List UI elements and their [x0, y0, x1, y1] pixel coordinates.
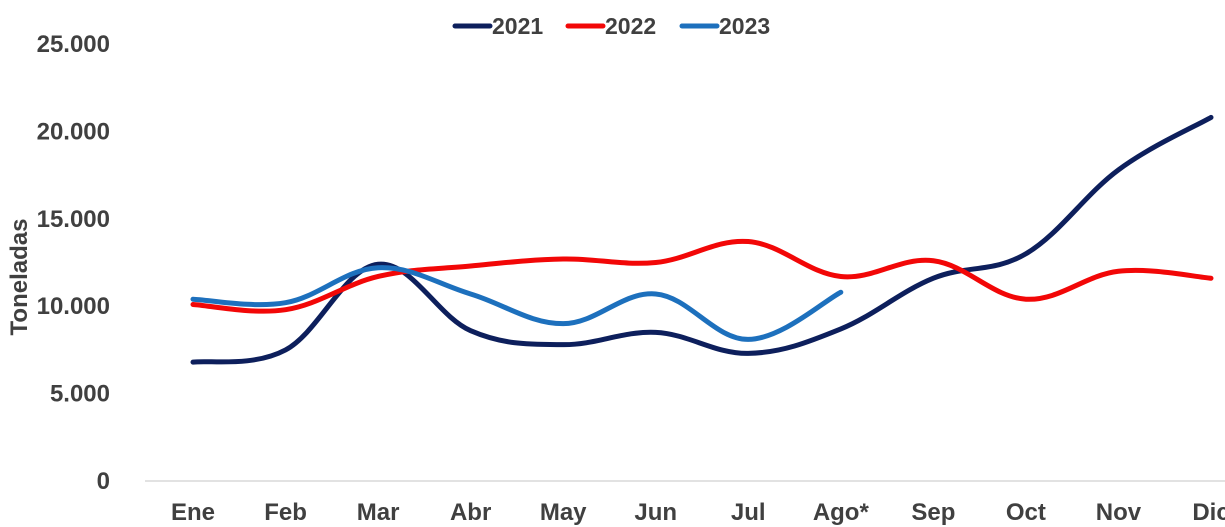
y-tick-label: 0	[97, 468, 110, 495]
x-tick-label: Oct	[1006, 499, 1046, 526]
x-tick-label: Jul	[731, 499, 766, 526]
y-tick-label: 20.000	[37, 118, 110, 145]
legend-label-2022: 2022	[605, 13, 656, 39]
y-tick-label: 10.000	[37, 293, 110, 320]
x-tick-label: Jun	[634, 499, 677, 526]
x-tick-label: Nov	[1096, 499, 1142, 526]
legend-label-2021: 2021	[492, 13, 543, 39]
y-tick-label: 15.000	[37, 206, 110, 233]
series-line-2021	[190, 114, 1214, 365]
y-axis-ticks: 0 5.000 10.000 15.000 20.000 25.000	[37, 31, 110, 495]
x-axis-ticks: Ene Feb Mar Abr May Jun Jul Ago* Sep Oct Nov Dic	[171, 499, 1225, 526]
legend: 2021 2022 2023	[452, 13, 770, 39]
x-tick-label: Mar	[357, 499, 400, 526]
x-tick-label: Dic	[1192, 499, 1225, 526]
y-tick-label: 25.000	[37, 31, 110, 58]
x-tick-label: Sep	[911, 499, 955, 526]
series-line-2023	[190, 265, 844, 342]
x-tick-label: Abr	[450, 499, 491, 526]
x-tick-label: Feb	[264, 499, 307, 526]
x-tick-label: Ene	[171, 499, 215, 526]
y-axis-title: Toneladas	[6, 219, 33, 336]
y-tick-label: 5.000	[50, 381, 110, 408]
x-tick-label: Ago*	[813, 499, 870, 526]
legend-label-2023: 2023	[719, 13, 770, 39]
x-tick-label: May	[540, 499, 587, 526]
series-line-2022	[190, 238, 1214, 314]
series-lines	[190, 114, 1214, 365]
